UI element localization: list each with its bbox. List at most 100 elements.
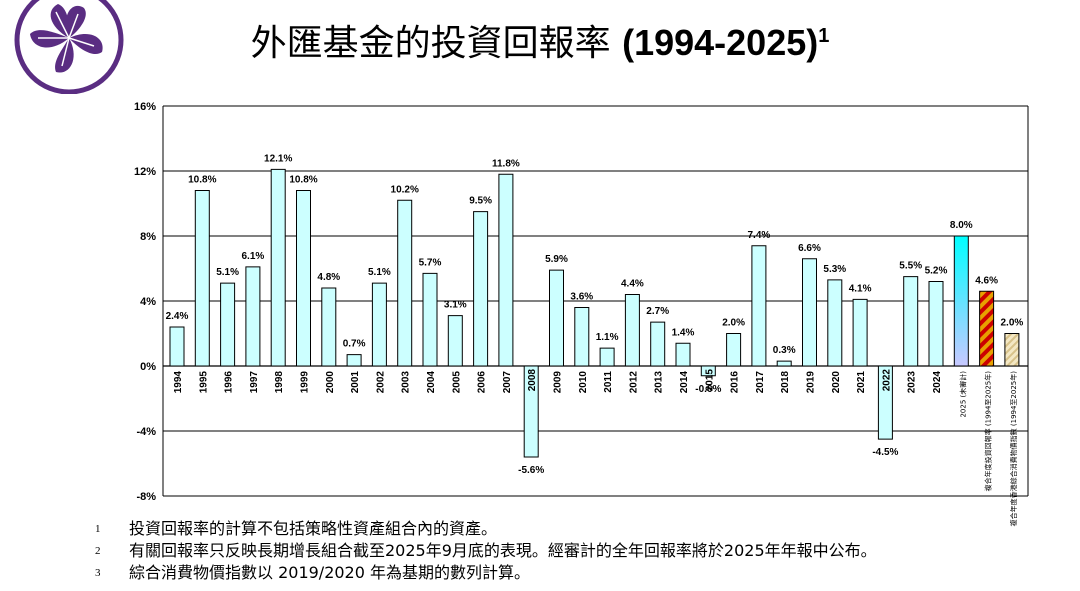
title-footnote-mark: 1 [818,25,830,47]
data-label: 12.1% [264,153,292,164]
data-label: 0.7% [343,339,366,350]
x-tick-label: 2004 [426,371,437,394]
data-label: 9.5% [469,196,492,207]
bar [903,276,919,367]
x-tick-label: 2013 [654,371,665,394]
footnote-3: 3 綜合消費物價指數以 2019/2020 年為基期的數列計算。 [95,562,1055,584]
bar [523,365,539,458]
bar [321,287,337,367]
bar [827,279,843,367]
x-tick-label: 2011 [603,371,614,393]
y-tick-label: 0% [140,361,156,373]
x-tick-label: 2019 [806,371,817,394]
bar [877,365,893,440]
bauhinia-logo [14,0,124,94]
data-label: 4.8% [317,272,340,283]
x-tick-label: 2022 [881,369,892,392]
bar-composite-cpi [1004,333,1020,367]
data-label: 5.5% [899,261,922,272]
x-tick-label: 2018 [780,371,791,394]
data-label: 5.1% [216,267,239,278]
footnote-number: 2 [95,545,101,557]
bar-2025 [953,235,969,367]
bar [802,258,817,367]
bar [473,211,489,367]
title-text: 外匯基金的投資回報率 [250,23,611,64]
x-tick-label: 1998 [274,371,285,394]
bar [422,272,438,367]
bar [397,199,413,367]
x-tick-label: 1999 [300,371,311,394]
data-label: 4.1% [849,283,872,294]
data-label: 11.8% [492,158,520,169]
bar [371,282,387,367]
page-title: 外匯基金的投資回報率 (1994-2025)1 [0,14,1080,66]
bar [245,266,261,367]
bar [776,360,792,367]
y-tick-label: -8% [136,491,156,503]
y-tick-label: 8% [140,231,156,243]
footnote-text: 投資回報率的計算不包括策略性資產組合內的資產。 [129,519,498,538]
bar [574,307,590,367]
title-years: (1994-2025) [622,22,819,63]
x-tick-label: 2024 [932,371,943,394]
bar [726,333,742,367]
x-tick-label: 複合年度香港綜合消費物價指數 (1994至2025年) [1009,371,1018,527]
bar [650,321,666,367]
data-label: 1.1% [596,332,619,343]
bar-composite-return [979,290,995,367]
data-label: 4.4% [621,279,644,290]
bar [270,168,286,367]
footnote-number: 3 [95,567,101,579]
y-tick-label: -4% [136,426,156,438]
x-tick-label: 1994 [173,371,184,394]
x-tick-label: 2020 [831,371,842,394]
x-tick-label: 2012 [628,371,639,394]
data-label: 5.9% [545,254,568,265]
x-tick-label: 2001 [350,371,361,394]
data-label: -0.6% [695,384,721,395]
bar [675,342,691,367]
data-label: 2.7% [646,306,669,317]
data-label: 3.6% [570,292,593,303]
footnote-number: 1 [95,523,101,535]
x-tick-label: 2002 [375,371,386,394]
data-label: 2.0% [1001,318,1024,329]
x-tick-label: 2003 [401,371,412,394]
data-label: 5.3% [823,264,846,275]
x-tick-label: 2017 [755,371,766,394]
bar [296,190,311,367]
data-label: 5.7% [419,257,442,268]
data-label: 2.4% [166,311,189,322]
bar [549,269,564,367]
x-tick-label: 2008 [527,369,538,392]
x-tick-label: 2016 [730,371,741,394]
x-tick-label: 1997 [249,371,260,394]
bar [220,282,236,367]
bar [928,281,944,367]
x-tick-label: 2009 [553,371,564,394]
data-label: -5.6% [518,465,544,476]
bar [169,326,185,367]
x-tick-label: 2021 [856,371,867,394]
footnotes: 1 投資回報率的計算不包括策略性資產組合內的資產。 2 有關回報率只反映長期增長… [95,518,1055,584]
footnote-text: 有關回報率只反映長期增長組合截至2025年9月底的表現。經審計的全年回報率將於2… [129,541,877,560]
bar [346,354,362,367]
data-label: 2.0% [722,318,745,329]
data-label: 10.2% [391,184,419,195]
data-label: 10.8% [188,175,216,186]
data-label: -4.5% [872,447,898,458]
bar [194,190,210,367]
bar [624,294,640,367]
x-tick-label: 2014 [679,371,690,394]
bar [852,298,868,367]
data-label: 3.1% [444,300,467,311]
footnote-text: 綜合消費物價指數以 2019/2020 年為基期的數列計算。 [129,563,531,582]
x-tick-label: 2005 [451,371,462,394]
bar [751,245,767,367]
data-label: 5.2% [925,266,948,277]
x-tick-label: 2007 [502,371,513,394]
y-tick-label: 12% [134,166,156,178]
data-label: 0.3% [773,345,796,356]
